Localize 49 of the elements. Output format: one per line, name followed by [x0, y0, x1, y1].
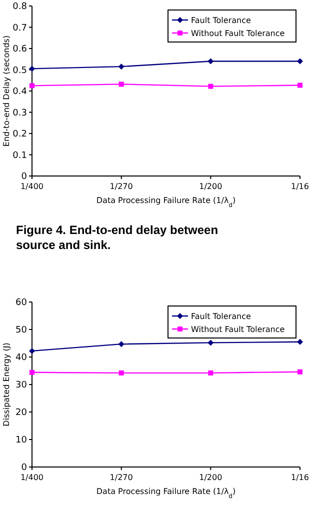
legend-label: Fault Tolerance [191, 312, 251, 321]
x-tick-label: 1/400 [20, 473, 44, 482]
y-tick-label: 0.8 [12, 2, 28, 12]
x-tick-label: 1/200 [199, 473, 222, 482]
y-tick-label: 50 [16, 326, 28, 336]
y-tick-label: 0 [21, 172, 28, 182]
y-tick-label: 40 [16, 353, 28, 364]
x-axis-title: Data Processing Failure Rate (1/λ$_{d}$) [96, 196, 236, 208]
y-tick-label: 0.3 [12, 108, 27, 118]
point [29, 348, 35, 354]
point [208, 84, 214, 89]
point [118, 64, 124, 70]
y-tick-label: 0.5 [12, 66, 27, 76]
x-axis-title: Data Processing Failure Rate (1/λ$_{d}$) [96, 487, 236, 500]
point [29, 66, 35, 72]
x-tick-label: 1/270 [110, 182, 133, 191]
x-tick-label: 1/400 [20, 182, 44, 191]
point [208, 58, 214, 64]
y-tick-label: 0.7 [12, 23, 27, 34]
point [118, 370, 124, 376]
y-tick-label: 20 [16, 408, 28, 418]
y-tick-label: 0 [21, 463, 28, 474]
point [208, 340, 214, 346]
legend-label: Without Fault Tolerance [191, 28, 285, 38]
legend-label: Fault Tolerance [191, 16, 251, 25]
y-axis-title: End-to-end Delay (seconds) [2, 35, 11, 147]
y-axis-title: Dissipated Energy (J) [2, 342, 11, 426]
legend-label: Without Fault Tolerance [191, 324, 285, 334]
point [30, 370, 34, 375]
point [298, 82, 302, 88]
y-tick-label: 10 [16, 436, 28, 446]
caption: Figure 4. End-to-end delay between source and sink. [16, 223, 218, 252]
x-tick-label: 1/16 [291, 473, 309, 482]
point [118, 341, 124, 348]
y-tick-label: 0.6 [12, 44, 28, 55]
y-tick-label: 0.1 [12, 150, 27, 161]
x-tick-label: 1/200 [199, 182, 222, 191]
y-tick-label: 60 [16, 298, 28, 308]
point [30, 83, 34, 88]
point [297, 338, 303, 345]
y-tick-label: 30 [16, 380, 28, 391]
point [118, 82, 124, 87]
y-tick-label: 0.2 [12, 130, 27, 140]
point [208, 370, 214, 376]
x-tick-label: 1/16 [291, 182, 309, 191]
x-tick-label: 1/270 [110, 473, 133, 482]
point [298, 369, 302, 374]
point [297, 58, 303, 64]
y-tick-label: 0.4 [12, 87, 28, 98]
